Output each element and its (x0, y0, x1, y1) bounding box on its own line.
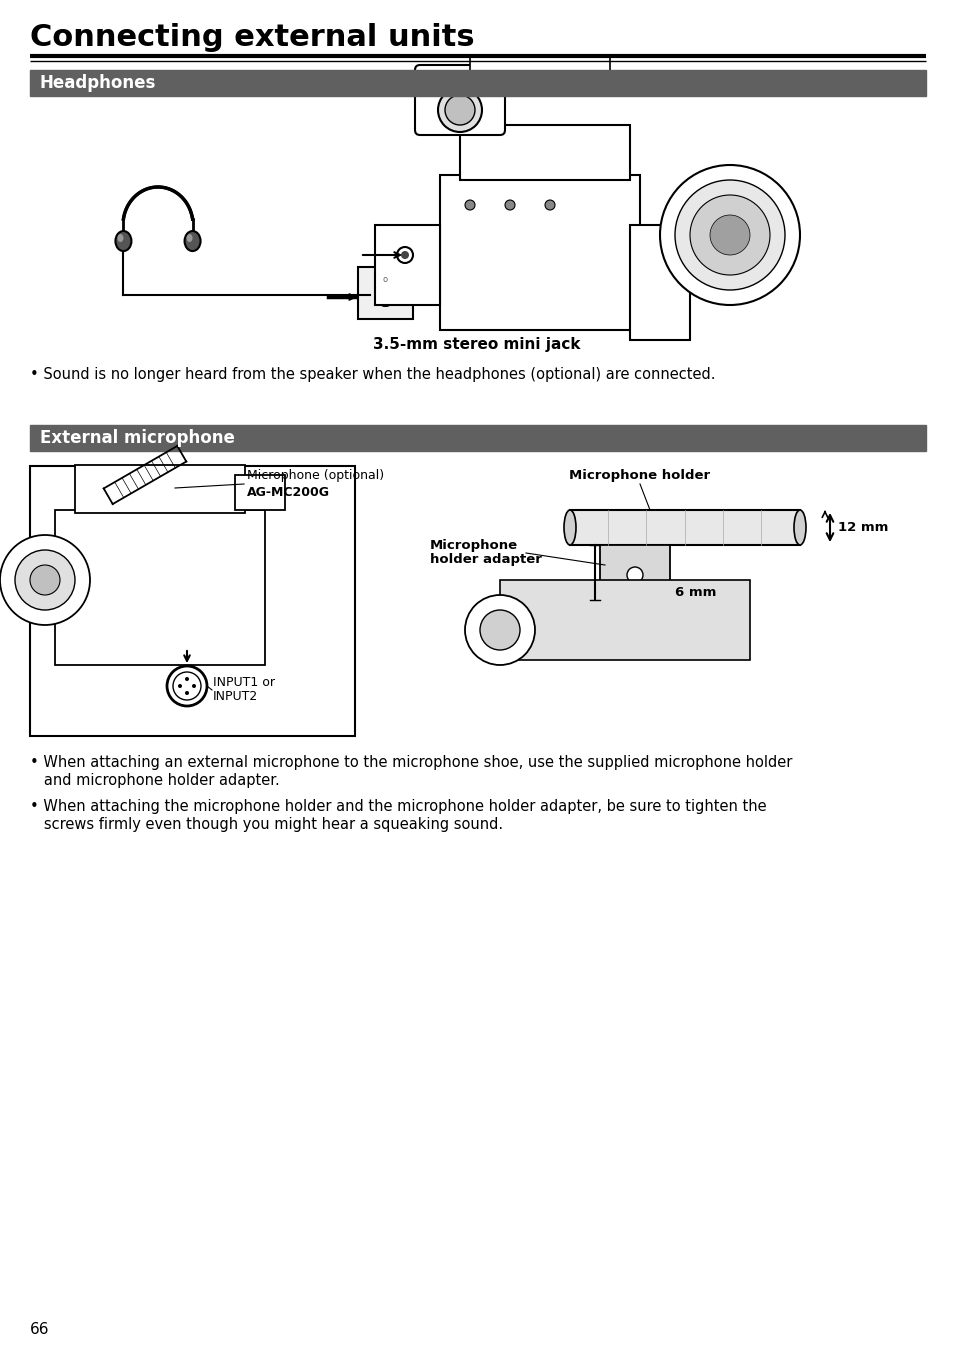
Ellipse shape (117, 234, 123, 242)
Circle shape (185, 677, 189, 681)
Circle shape (464, 200, 475, 210)
Text: INPUT2: INPUT2 (213, 691, 258, 704)
Text: • When attaching an external microphone to the microphone shoe, use the supplied: • When attaching an external microphone … (30, 756, 792, 770)
Circle shape (479, 611, 519, 650)
Bar (30, 70, 925, 96)
Circle shape (381, 292, 389, 301)
Circle shape (167, 666, 207, 705)
Circle shape (544, 200, 555, 210)
Text: o: o (382, 275, 388, 283)
Circle shape (504, 200, 515, 210)
Text: Headphones: Headphones (40, 74, 156, 92)
Circle shape (464, 594, 535, 665)
Text: screws firmly even though you might hear a squeaking sound.: screws firmly even though you might hear… (30, 816, 502, 831)
Bar (569, 510, 800, 546)
Ellipse shape (184, 232, 200, 250)
Circle shape (396, 246, 413, 263)
Circle shape (0, 535, 90, 626)
Circle shape (376, 288, 395, 306)
Circle shape (626, 567, 642, 584)
Bar (599, 546, 669, 600)
Circle shape (444, 95, 475, 125)
Bar (30, 425, 925, 451)
Circle shape (15, 550, 75, 611)
Text: • When attaching the microphone holder and the microphone holder adapter, be sur: • When attaching the microphone holder a… (30, 799, 766, 814)
Bar (30, 466, 355, 737)
Circle shape (709, 215, 749, 255)
Ellipse shape (793, 510, 805, 546)
Bar (375, 225, 439, 305)
Text: 12 mm: 12 mm (837, 521, 887, 533)
Text: 3.5-mm stereo mini jack: 3.5-mm stereo mini jack (373, 337, 580, 352)
Ellipse shape (563, 510, 576, 546)
Bar (75, 464, 245, 513)
Bar (499, 580, 749, 659)
Text: and microphone holder adapter.: and microphone holder adapter. (30, 773, 279, 788)
Bar (357, 267, 413, 320)
Bar (629, 225, 689, 340)
Circle shape (192, 684, 195, 688)
Bar (55, 510, 265, 665)
Text: Microphone: Microphone (430, 539, 517, 551)
Bar (459, 125, 629, 180)
Text: External microphone: External microphone (40, 429, 234, 447)
Bar (439, 175, 639, 330)
Circle shape (30, 565, 60, 594)
Circle shape (400, 250, 409, 259)
Circle shape (178, 684, 182, 688)
Text: holder adapter: holder adapter (430, 554, 541, 566)
Circle shape (659, 165, 800, 305)
Circle shape (689, 195, 769, 275)
Circle shape (675, 180, 784, 290)
FancyBboxPatch shape (415, 65, 504, 135)
Text: Microphone (optional): Microphone (optional) (247, 470, 384, 482)
Text: Microphone holder: Microphone holder (569, 470, 710, 482)
Text: 6 mm: 6 mm (675, 586, 716, 598)
Text: AG-MC200G: AG-MC200G (247, 486, 330, 498)
Text: INPUT1 or: INPUT1 or (213, 677, 274, 689)
Bar (470, 56, 609, 85)
Bar (234, 475, 285, 510)
Text: 66: 66 (30, 1323, 50, 1338)
Text: • Sound is no longer heard from the speaker when the headphones (optional) are c: • Sound is no longer heard from the spea… (30, 367, 715, 382)
Circle shape (185, 691, 189, 695)
Ellipse shape (115, 232, 132, 250)
Text: Connecting external units: Connecting external units (30, 23, 475, 53)
Circle shape (437, 88, 481, 131)
Ellipse shape (187, 234, 193, 242)
